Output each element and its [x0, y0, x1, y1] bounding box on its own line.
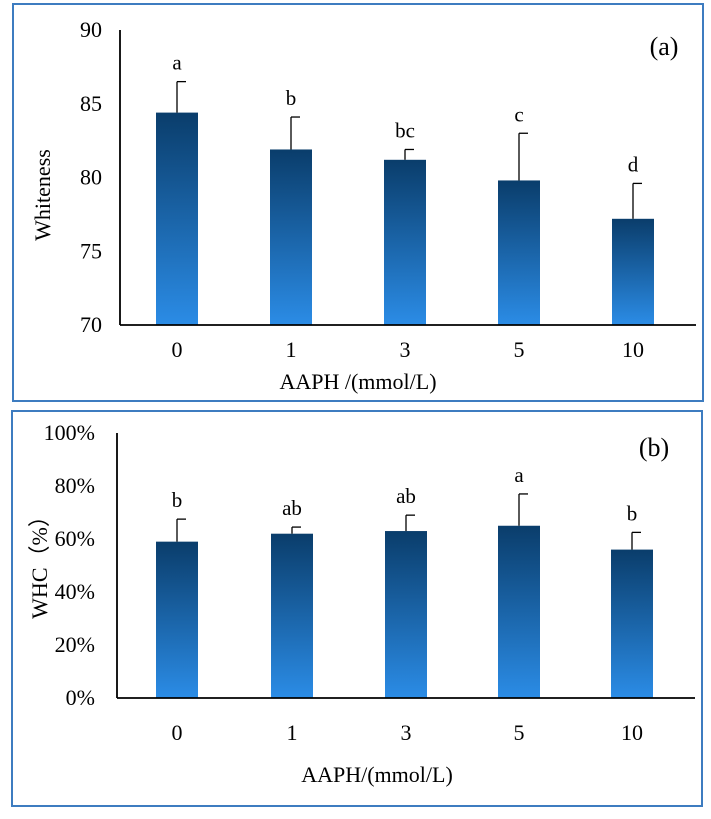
whiteness-panel-label: (a): [650, 32, 679, 61]
whiteness-axes: [119, 30, 696, 326]
whiteness-significance-label: bc: [395, 118, 415, 142]
whiteness-x-axis-title: AAPH /(mmol/L): [279, 369, 436, 394]
whc-x-tick-label: 10: [621, 720, 643, 745]
whc-axes: [116, 433, 695, 699]
whc-error-bar-10: [631, 531, 641, 550]
whiteness-error-bar-10: [632, 182, 642, 219]
whc-x-tick-label: 3: [401, 720, 412, 745]
whiteness-x-tick-label: 1: [286, 337, 297, 362]
whiteness-significance-label: a: [172, 51, 182, 75]
whiteness-bar-chart: a b bc c d 70 75 80 85 90 0 1 3 5 10 AAPH /(mmol/L) Whit…: [30, 17, 696, 394]
whc-significance-label: ab: [282, 496, 302, 520]
whiteness-error-bar-1: [290, 116, 300, 150]
whiteness-y-tick-label: 80: [80, 165, 102, 190]
whc-y-tick-label: 20%: [55, 632, 95, 657]
whc-y-tick-label: 80%: [55, 473, 95, 498]
whiteness-bar-1: [270, 149, 312, 325]
whc-error-bar-1: [291, 526, 301, 534]
whiteness-x-tick-label: 3: [400, 337, 411, 362]
whiteness-y-tick-label: 90: [80, 17, 102, 42]
whiteness-significance-label: d: [628, 152, 639, 176]
whiteness-x-tick-label: 0: [172, 337, 183, 362]
whc-x-tick-label: 1: [287, 720, 298, 745]
whc-y-tick-label: 60%: [55, 526, 95, 551]
whiteness-error-bar-3: [404, 148, 414, 160]
whc-y-axis-title: WHC（%）: [27, 505, 52, 619]
whc-bar-5: [498, 525, 540, 698]
whc-x-tick-label: 5: [514, 720, 525, 745]
whc-bar-1: [271, 533, 313, 698]
whiteness-x-tick-label: 10: [622, 337, 644, 362]
whiteness-y-tick-label: 75: [80, 238, 102, 263]
whiteness-bar-0: [156, 112, 198, 325]
whc-x-tick-label: 0: [172, 720, 183, 745]
whc-error-bar-5: [518, 493, 528, 526]
whc-bar-10: [611, 549, 653, 698]
whiteness-bar-3: [384, 159, 426, 325]
whiteness-significance-label: b: [286, 86, 297, 110]
whc-bar-3: [385, 531, 427, 698]
whiteness-y-axis-title: Whiteness: [30, 149, 55, 241]
whc-error-bar-3: [405, 514, 415, 532]
whiteness-bar-10: [612, 218, 654, 325]
chart-panel-whiteness: a b bc c d 70 75 80 85 90 0 1 3 5 10 AAPH /(mmol/L) Whit…: [12, 3, 704, 402]
whiteness-x-tick-label: 5: [514, 337, 525, 362]
whiteness-y-tick-label: 85: [80, 91, 102, 116]
whc-x-axis-title: AAPH/(mmol/L): [301, 762, 453, 787]
whc-panel-label: (b): [639, 433, 669, 462]
whc-significance-label: b: [627, 501, 638, 525]
whc-y-tick-label: 100%: [44, 420, 95, 445]
whiteness-bar-5: [498, 180, 540, 325]
whc-bar-0: [156, 541, 198, 698]
chart-panel-whc: b ab ab a b 0% 20% 40% 60% 80% 100% 0 1 3 5 10 AAPH/(mmo…: [11, 410, 703, 807]
whc-significance-label: b: [172, 488, 183, 512]
whc-error-bar-0: [176, 518, 186, 542]
whc-significance-label: ab: [396, 484, 416, 508]
whc-y-tick-label: 0%: [66, 685, 95, 710]
whiteness-error-bar-5: [518, 132, 528, 181]
whc-significance-label: a: [514, 463, 524, 487]
whiteness-significance-label: c: [514, 102, 523, 126]
whiteness-y-tick-label: 70: [80, 312, 102, 337]
whiteness-error-bar-0: [176, 80, 186, 113]
whc-y-tick-label: 40%: [55, 579, 95, 604]
